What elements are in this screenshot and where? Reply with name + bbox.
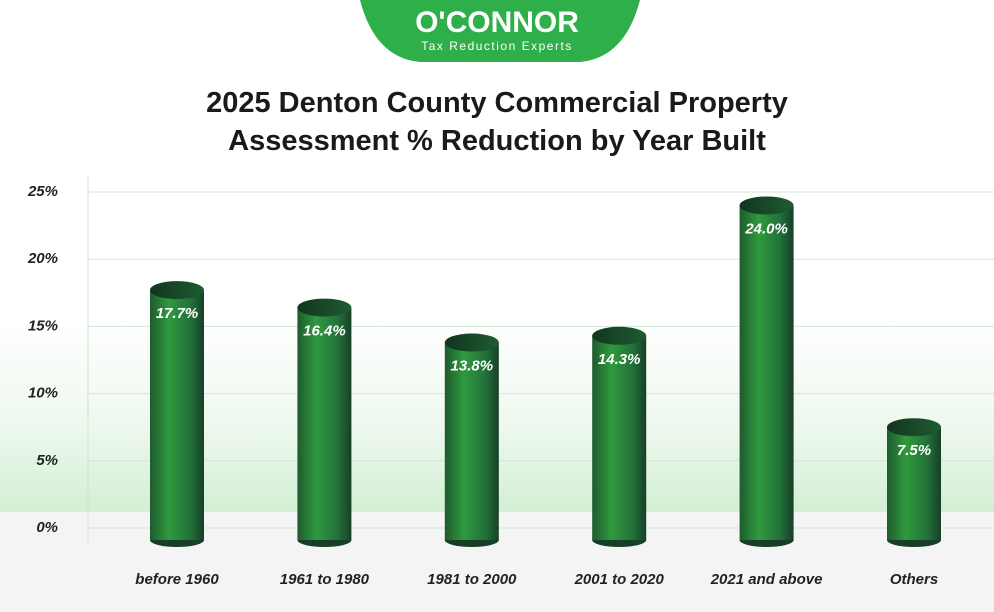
y-tick-label: 0%	[36, 519, 58, 536]
logo-name: O'CONNOR	[415, 6, 579, 39]
x-tick-label: 1981 to 2000	[427, 571, 517, 588]
y-tick-label: 25%	[27, 183, 58, 200]
value-label: 24.0%	[744, 220, 788, 237]
logo-tagline: Tax Reduction Experts	[421, 39, 573, 53]
value-label: 16.4%	[303, 323, 346, 340]
y-tick-label: 5%	[36, 452, 58, 469]
bar	[150, 290, 204, 540]
value-label: 13.8%	[451, 357, 494, 374]
bar-cap	[592, 326, 647, 345]
bar-cap	[150, 281, 204, 300]
x-tick-label: Others	[890, 571, 938, 588]
x-tick-label: 2001 to 2020	[574, 571, 665, 588]
y-tick-label: 15%	[28, 317, 58, 334]
bar	[592, 335, 647, 540]
bar	[887, 427, 941, 540]
bar-cap	[887, 418, 941, 437]
logo-badge	[360, 0, 640, 62]
value-label: 17.7%	[156, 305, 199, 322]
value-label: 14.3%	[598, 351, 641, 368]
bar	[739, 205, 794, 540]
x-tick-label: before 1960	[135, 571, 219, 588]
bar	[297, 307, 352, 540]
bar-cap	[297, 298, 352, 317]
bar-cap	[444, 333, 499, 352]
x-tick-label: 1961 to 1980	[280, 571, 370, 588]
bar-cap	[739, 196, 794, 215]
y-tick-label: 10%	[28, 385, 58, 402]
x-tick-label: 2021 and above	[710, 571, 823, 588]
y-tick-label: 20%	[27, 250, 58, 267]
chart-title: 2025 Denton County Commercial Property A…	[206, 87, 788, 157]
bar	[444, 342, 499, 540]
value-label: 7.5%	[897, 442, 931, 459]
